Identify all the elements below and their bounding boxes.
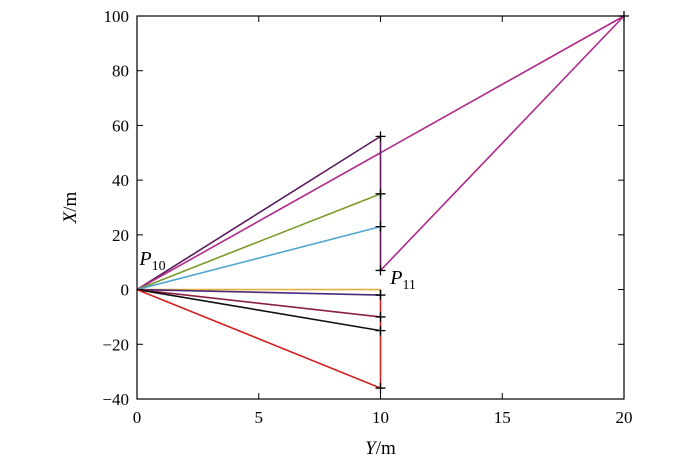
- x-tick-label: 10: [372, 408, 389, 427]
- y-axis-variable: X: [60, 210, 81, 224]
- point-annotation: P10: [138, 248, 165, 274]
- y-tick-label: 0: [121, 281, 130, 300]
- series-line-4: [136, 225, 381, 291]
- y-tick-label: 80: [112, 62, 129, 81]
- series-line-1: [136, 135, 381, 291]
- plus-marker-5: [375, 290, 386, 301]
- x-axis-variable: Y: [365, 438, 378, 459]
- plus-marker-6: [375, 311, 386, 322]
- plus-marker-3: [375, 221, 386, 232]
- series-line-8: [136, 288, 381, 332]
- series-line-7: [136, 288, 381, 318]
- series-line-3: [136, 193, 381, 291]
- x-axis-label: Y/m: [365, 438, 396, 459]
- plus-marker-7: [375, 325, 386, 336]
- series-layer: [136, 15, 625, 389]
- plus-marker-4: [375, 265, 386, 276]
- axis-ticks: 0 5 10 15 20 −40 −20 0 20 40 60 80 100: [102, 7, 632, 427]
- x-axis-unit: /m: [376, 438, 396, 459]
- plus-marker-2: [375, 188, 386, 199]
- x-tick-label: 20: [616, 408, 633, 427]
- plus-marker-8: [375, 383, 386, 394]
- marker-layer: [375, 11, 629, 394]
- y-tick-label: 20: [112, 226, 129, 245]
- y-axis-unit: /m: [60, 191, 81, 211]
- y-tick-label: 40: [112, 171, 129, 190]
- y-tick-label: 100: [104, 7, 130, 26]
- y-tick-label: 60: [112, 116, 129, 135]
- y-axis-label: X/m: [60, 191, 81, 224]
- y-tick-label: −40: [102, 390, 129, 409]
- annotations: P10 P11: [138, 248, 416, 293]
- x-tick-label: 5: [255, 408, 264, 427]
- y-tick-label: −20: [102, 335, 129, 354]
- x-tick-label: 15: [494, 408, 511, 427]
- series-line-6: [136, 288, 381, 296]
- plus-marker-1: [375, 131, 386, 142]
- series-line-9: [136, 288, 381, 389]
- x-tick-label: 0: [133, 408, 142, 427]
- point-annotation: P11: [389, 267, 416, 293]
